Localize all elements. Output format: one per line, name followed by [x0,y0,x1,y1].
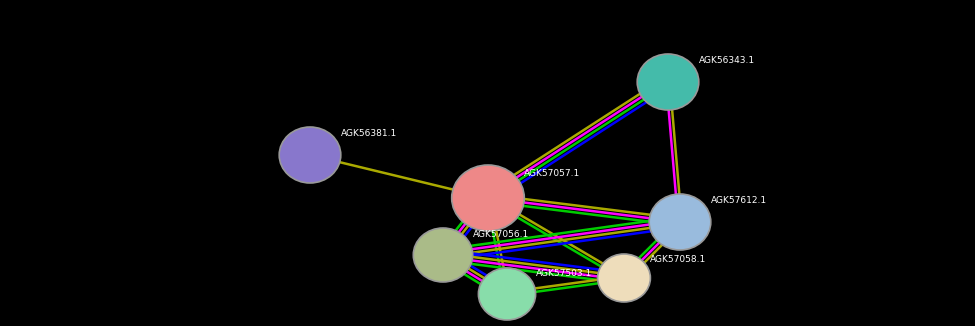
Text: AGK57058.1: AGK57058.1 [650,255,707,264]
Text: AGK57056.1: AGK57056.1 [473,230,529,239]
Text: AGK57503.1: AGK57503.1 [535,269,592,278]
Ellipse shape [638,54,699,110]
Ellipse shape [279,127,341,183]
Ellipse shape [413,228,473,282]
Ellipse shape [451,165,525,231]
Text: AGK56343.1: AGK56343.1 [699,56,755,65]
Text: AGK57612.1: AGK57612.1 [711,196,767,205]
Text: AGK56381.1: AGK56381.1 [341,129,397,138]
Ellipse shape [479,268,535,320]
Text: AGK57057.1: AGK57057.1 [525,169,580,178]
Ellipse shape [649,194,711,250]
Ellipse shape [598,254,650,302]
